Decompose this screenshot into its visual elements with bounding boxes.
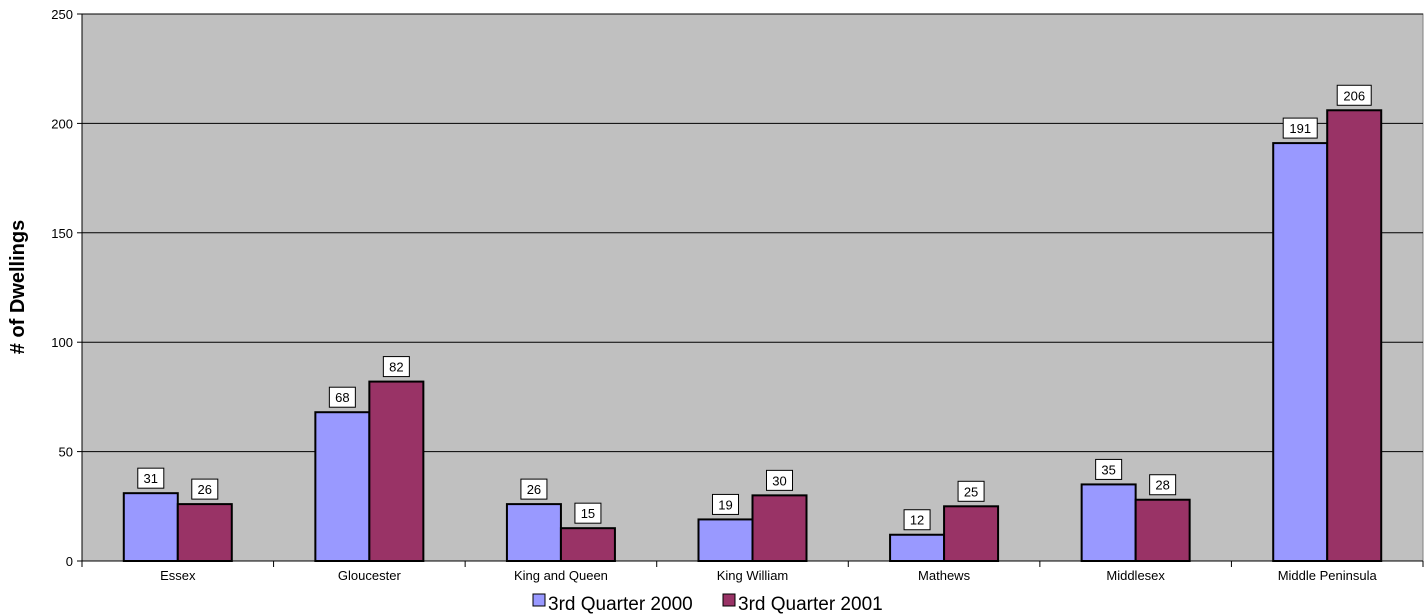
data-label: 12 (910, 513, 924, 528)
x-category-label: Mathews (918, 568, 971, 583)
bar-q3-2001 (1326, 109, 1383, 562)
data-label-box (137, 467, 165, 489)
data-labels: 31 26 68 82 26 15 19 30 12 25 35 28 191 206 (137, 84, 1372, 531)
x-category-label: Middlesex (1106, 568, 1165, 583)
data-label-box (1336, 84, 1372, 106)
y-tick-label-0: 0 (66, 554, 73, 569)
data-label: 31 (144, 471, 158, 486)
data-label-box (903, 509, 931, 531)
data-label-box (574, 502, 602, 524)
data-label: 82 (389, 360, 403, 375)
bar-q3-2000 (1080, 483, 1137, 563)
y-tick-label-50: 50 (59, 445, 73, 460)
data-label: 206 (1343, 88, 1365, 103)
data-label: 191 (1289, 121, 1311, 136)
y-axis-label: # of Dwellings (7, 220, 29, 354)
data-label-box (957, 480, 985, 502)
bar-q3-2000 (314, 411, 371, 562)
data-label-box (520, 478, 548, 500)
data-label-box (1282, 117, 1318, 139)
data-label: 26 (527, 482, 541, 497)
bar-q3-2001 (368, 380, 425, 563)
data-label: 30 (772, 473, 786, 488)
data-label-box (712, 493, 739, 515)
bar-q3-2001 (943, 505, 1000, 562)
bar-q3-2001 (559, 527, 616, 562)
x-category-label: Essex (160, 568, 196, 583)
y-axis-ticks: 0 50 100 150 200 250 (51, 7, 82, 569)
data-label: 15 (581, 506, 595, 521)
bars (122, 109, 1383, 563)
bar-q3-2000 (505, 503, 562, 562)
data-label: 35 (1101, 462, 1115, 477)
data-label-box (382, 356, 410, 378)
bar-q3-2000 (697, 518, 754, 562)
bar-q3-2001 (176, 503, 233, 562)
y-tick-label-150: 150 (51, 226, 73, 241)
data-label-box (1149, 474, 1177, 496)
data-label: 28 (1155, 478, 1169, 493)
data-label: 68 (335, 390, 349, 405)
x-category-label: Middle Peninsula (1278, 568, 1378, 583)
x-axis-ticks: Essex Gloucester King and Queen King Willia… (81, 561, 1424, 583)
y-tick-label-250: 250 (51, 7, 73, 22)
data-label-box (328, 386, 356, 408)
bar-q3-2001 (751, 494, 808, 562)
x-category-label: Gloucester (338, 568, 402, 583)
x-category-label: King William (717, 568, 789, 583)
data-label: 25 (964, 484, 978, 499)
data-label-box (766, 469, 793, 491)
bar-q3-2000 (1272, 142, 1329, 562)
data-label: 26 (198, 482, 212, 497)
data-label: 19 (718, 497, 732, 512)
bar-q3-2001 (1134, 498, 1191, 562)
data-label-box (191, 478, 219, 500)
y-tick-label-100: 100 (51, 335, 73, 350)
legend-swatch-q3-2001 (722, 593, 736, 607)
gridlines (82, 13, 1423, 453)
data-label-box (1095, 458, 1123, 480)
x-category-label: King and Queen (514, 568, 608, 583)
plot-area (81, 13, 1424, 562)
legend: 3rd Quarter 2000 3rd Quarter 2001 (532, 593, 883, 615)
legend-label: 3rd Quarter 2001 (738, 594, 883, 615)
y-tick-label-200: 200 (51, 116, 73, 131)
legend-swatch-q3-2000 (532, 593, 546, 607)
bar-q3-2000 (889, 533, 946, 563)
bar-q3-2000 (122, 492, 179, 562)
legend-label: 3rd Quarter 2000 (548, 594, 693, 615)
